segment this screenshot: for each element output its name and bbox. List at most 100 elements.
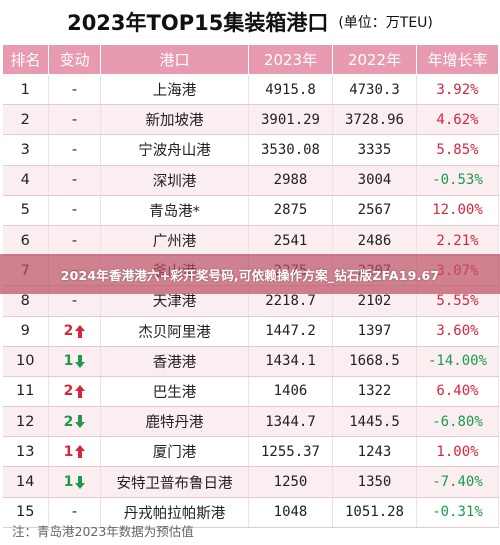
value-2023-cell: 1344.7: [248, 406, 333, 438]
table-row: 5- 青岛港* 2875 2567 12.00%: [2, 195, 499, 226]
overlay-banner: 2024年香港港六+彩开奖号码,可依赖操作方案_钻石版ZFA19.67: [0, 254, 500, 294]
rank-cell: 1: [2, 74, 49, 106]
value-2022-cell: 1051.28: [332, 497, 417, 528]
value-2022-cell: 3728.96: [332, 104, 417, 136]
arrow-down-icon: [75, 475, 86, 489]
table-row: 13 1 厦门港 1255.37 1243 1.00%: [2, 436, 499, 468]
rank-change: 2: [64, 323, 86, 339]
table-row: 3- 宁波舟山港 3530.08 3335 5.85%: [2, 134, 499, 166]
growth-cell: 3.92%: [416, 74, 499, 106]
arrow-up-icon: [75, 324, 86, 338]
growth-cell: 1.00%: [416, 436, 499, 468]
rank-cell: 2: [2, 104, 49, 136]
value-2022-cell: 1350: [332, 466, 417, 498]
rank-change: 1: [64, 353, 86, 369]
rank-change-value: 1: [63, 474, 74, 491]
value-2023-cell: 1447.2: [248, 316, 333, 347]
port-cell: 安特卫普布鲁日港: [100, 466, 249, 498]
port-cell: 上海港: [100, 74, 249, 106]
table-row: 4- 深圳港 2988 3004 -0.53%: [2, 165, 499, 196]
rank-cell: 13: [2, 436, 49, 468]
port-cell: 丹戎帕拉帕斯港: [100, 497, 249, 528]
value-2022-cell: 1445.5: [332, 406, 417, 438]
rank-change: 2: [64, 383, 86, 399]
value-2023-cell: 2541: [248, 225, 333, 257]
header-growth: 年增长率: [416, 44, 499, 75]
growth-cell: 3.60%: [416, 316, 499, 347]
port-cell: 新加坡港: [100, 104, 249, 136]
growth-cell: -6.80%: [416, 406, 499, 438]
value-2022-cell: 2486: [332, 225, 417, 257]
header-rank: 排名: [2, 44, 49, 75]
growth-cell: 5.85%: [416, 134, 499, 166]
rank-cell: 9: [2, 316, 49, 347]
change-cell: 2: [48, 316, 101, 347]
rank-change: 1: [64, 474, 86, 490]
value-2022-cell: 1243: [332, 436, 417, 468]
table-row: 9 2 杰贝阿里港 1447.2 1397 3.60%: [2, 316, 499, 347]
port-ranking-table: 排名 变动 港口 2023年 2022年 年增长率 1- 上海港 4915.8 473…: [2, 44, 499, 528]
rank-change: 1: [64, 444, 86, 460]
value-2023-cell: 3901.29: [248, 104, 333, 136]
table-row: 11 2 巴生港 1406 1322 6.40%: [2, 376, 499, 408]
port-cell: 香港港: [100, 346, 249, 377]
value-2022-cell: 1322: [332, 376, 417, 408]
arrow-down-icon: [75, 354, 86, 368]
rank-cell: 11: [2, 376, 49, 408]
table-row: 12 2 鹿特丹港 1344.7 1445.5 -6.80%: [2, 406, 499, 438]
table-row: 10 1 香港港 1434.1 1668.5 -14.00%: [2, 346, 499, 377]
arrow-down-icon: [75, 415, 86, 429]
change-cell: -: [48, 195, 101, 226]
value-2023-cell: 1250: [248, 466, 333, 498]
value-2022-cell: 1397: [332, 316, 417, 347]
port-cell: 巴生港: [100, 376, 249, 408]
title-row: 2023年TOP15集装箱港口 (单位：万TEU): [0, 0, 500, 44]
value-2023-cell: 1434.1: [248, 346, 333, 377]
growth-cell: 4.62%: [416, 104, 499, 136]
rank-change-value: 1: [63, 353, 74, 370]
change-cell: 1: [48, 466, 101, 498]
table-header-row: 排名 变动 港口 2023年 2022年 年增长率: [2, 44, 499, 75]
value-2022-cell: 4730.3: [332, 74, 417, 106]
rank-change-value: 2: [63, 413, 74, 430]
value-2023-cell: 2875: [248, 195, 333, 226]
value-2023-cell: 2988: [248, 165, 333, 196]
table-body: 1- 上海港 4915.8 4730.3 3.92% 2- 新加坡港 3901.29 3728.…: [2, 74, 499, 528]
rank-cell: 14: [2, 466, 49, 498]
change-cell: 2: [48, 406, 101, 438]
header-change: 变动: [48, 44, 101, 75]
table-row: 14 1 安特卫普布鲁日港 1250 1350 -7.40%: [2, 466, 499, 498]
change-cell: 1: [48, 436, 101, 468]
table-row: 6- 广州港 2541 2486 2.21%: [2, 225, 499, 257]
change-cell: 1: [48, 346, 101, 377]
growth-cell: -14.00%: [416, 346, 499, 377]
footnote: 注：青岛港2023年数据为预估值: [12, 524, 194, 539]
port-cell: 广州港: [100, 225, 249, 257]
value-2022-cell: 3004: [332, 165, 417, 196]
arrow-up-icon: [75, 384, 86, 398]
growth-cell: -0.53%: [416, 165, 499, 196]
rank-cell: 3: [2, 134, 49, 166]
change-cell: -: [48, 74, 101, 106]
unit-label: (单位：万TEU): [338, 15, 433, 31]
growth-cell: 2.21%: [416, 225, 499, 257]
table-row: 15- 丹戎帕拉帕斯港 1048 1051.28 -0.31%: [2, 497, 499, 528]
value-2022-cell: 1668.5: [332, 346, 417, 377]
change-cell: -: [48, 104, 101, 136]
rank-change-value: 1: [63, 443, 74, 460]
port-cell: 鹿特丹港: [100, 406, 249, 438]
value-2023-cell: 1406: [248, 376, 333, 408]
change-cell: -: [48, 134, 101, 166]
rank-change-value: 2: [63, 383, 74, 400]
rank-change: 2: [64, 414, 86, 430]
table-row: 1- 上海港 4915.8 4730.3 3.92%: [2, 74, 499, 106]
rank-cell: 4: [2, 165, 49, 196]
rank-change-value: 2: [63, 323, 74, 340]
port-cell: 青岛港*: [100, 195, 249, 226]
change-cell: -: [48, 225, 101, 257]
growth-cell: -0.31%: [416, 497, 499, 528]
port-cell: 杰贝阿里港: [100, 316, 249, 347]
change-cell: -: [48, 497, 101, 528]
value-2023-cell: 1048: [248, 497, 333, 528]
